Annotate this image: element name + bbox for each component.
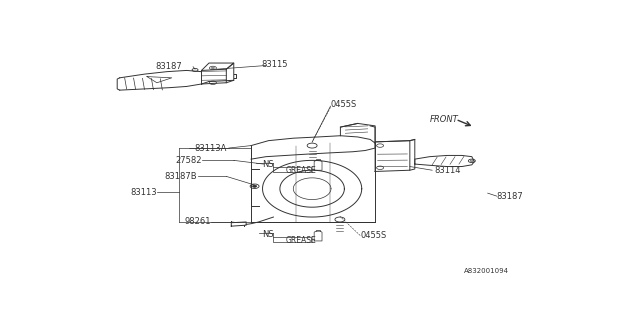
Text: 83114: 83114 — [435, 166, 461, 175]
Text: GREASE: GREASE — [286, 166, 317, 175]
Text: 83187: 83187 — [155, 62, 182, 71]
Circle shape — [253, 185, 257, 187]
Text: FRONT: FRONT — [429, 115, 458, 124]
Text: 83187B: 83187B — [164, 172, 196, 181]
Text: 83187: 83187 — [497, 192, 524, 201]
Text: 83115: 83115 — [261, 60, 287, 69]
Text: NS: NS — [262, 160, 273, 169]
Text: 98261: 98261 — [185, 218, 211, 227]
Text: 83113A: 83113A — [194, 144, 227, 153]
Text: 83113: 83113 — [131, 188, 157, 197]
Text: NS: NS — [262, 230, 273, 239]
Text: 27582: 27582 — [175, 156, 202, 165]
Text: 0455S: 0455S — [360, 231, 387, 240]
Text: 0455S: 0455S — [330, 100, 356, 109]
Text: GREASE: GREASE — [286, 236, 317, 245]
Text: A832001094: A832001094 — [464, 268, 509, 274]
